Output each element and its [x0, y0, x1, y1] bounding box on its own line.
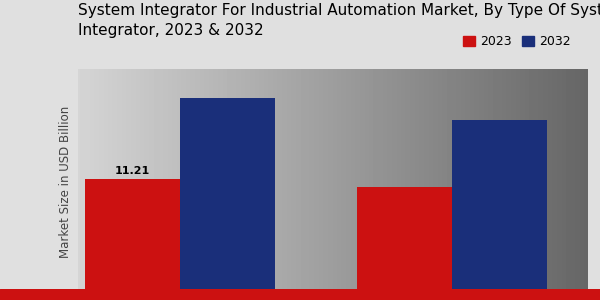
Legend: 2023, 2032: 2023, 2032	[458, 30, 576, 53]
Bar	[85, 179, 180, 294]
Bar	[180, 98, 275, 294]
Text: System Integrator For Industrial Automation Market, By Type Of System
Integrator: System Integrator For Industrial Automat…	[78, 3, 600, 38]
Bar	[452, 120, 547, 294]
Y-axis label: Market Size in USD Billion: Market Size in USD Billion	[59, 105, 73, 258]
Text: 11.21: 11.21	[115, 166, 150, 176]
Bar	[357, 187, 452, 294]
